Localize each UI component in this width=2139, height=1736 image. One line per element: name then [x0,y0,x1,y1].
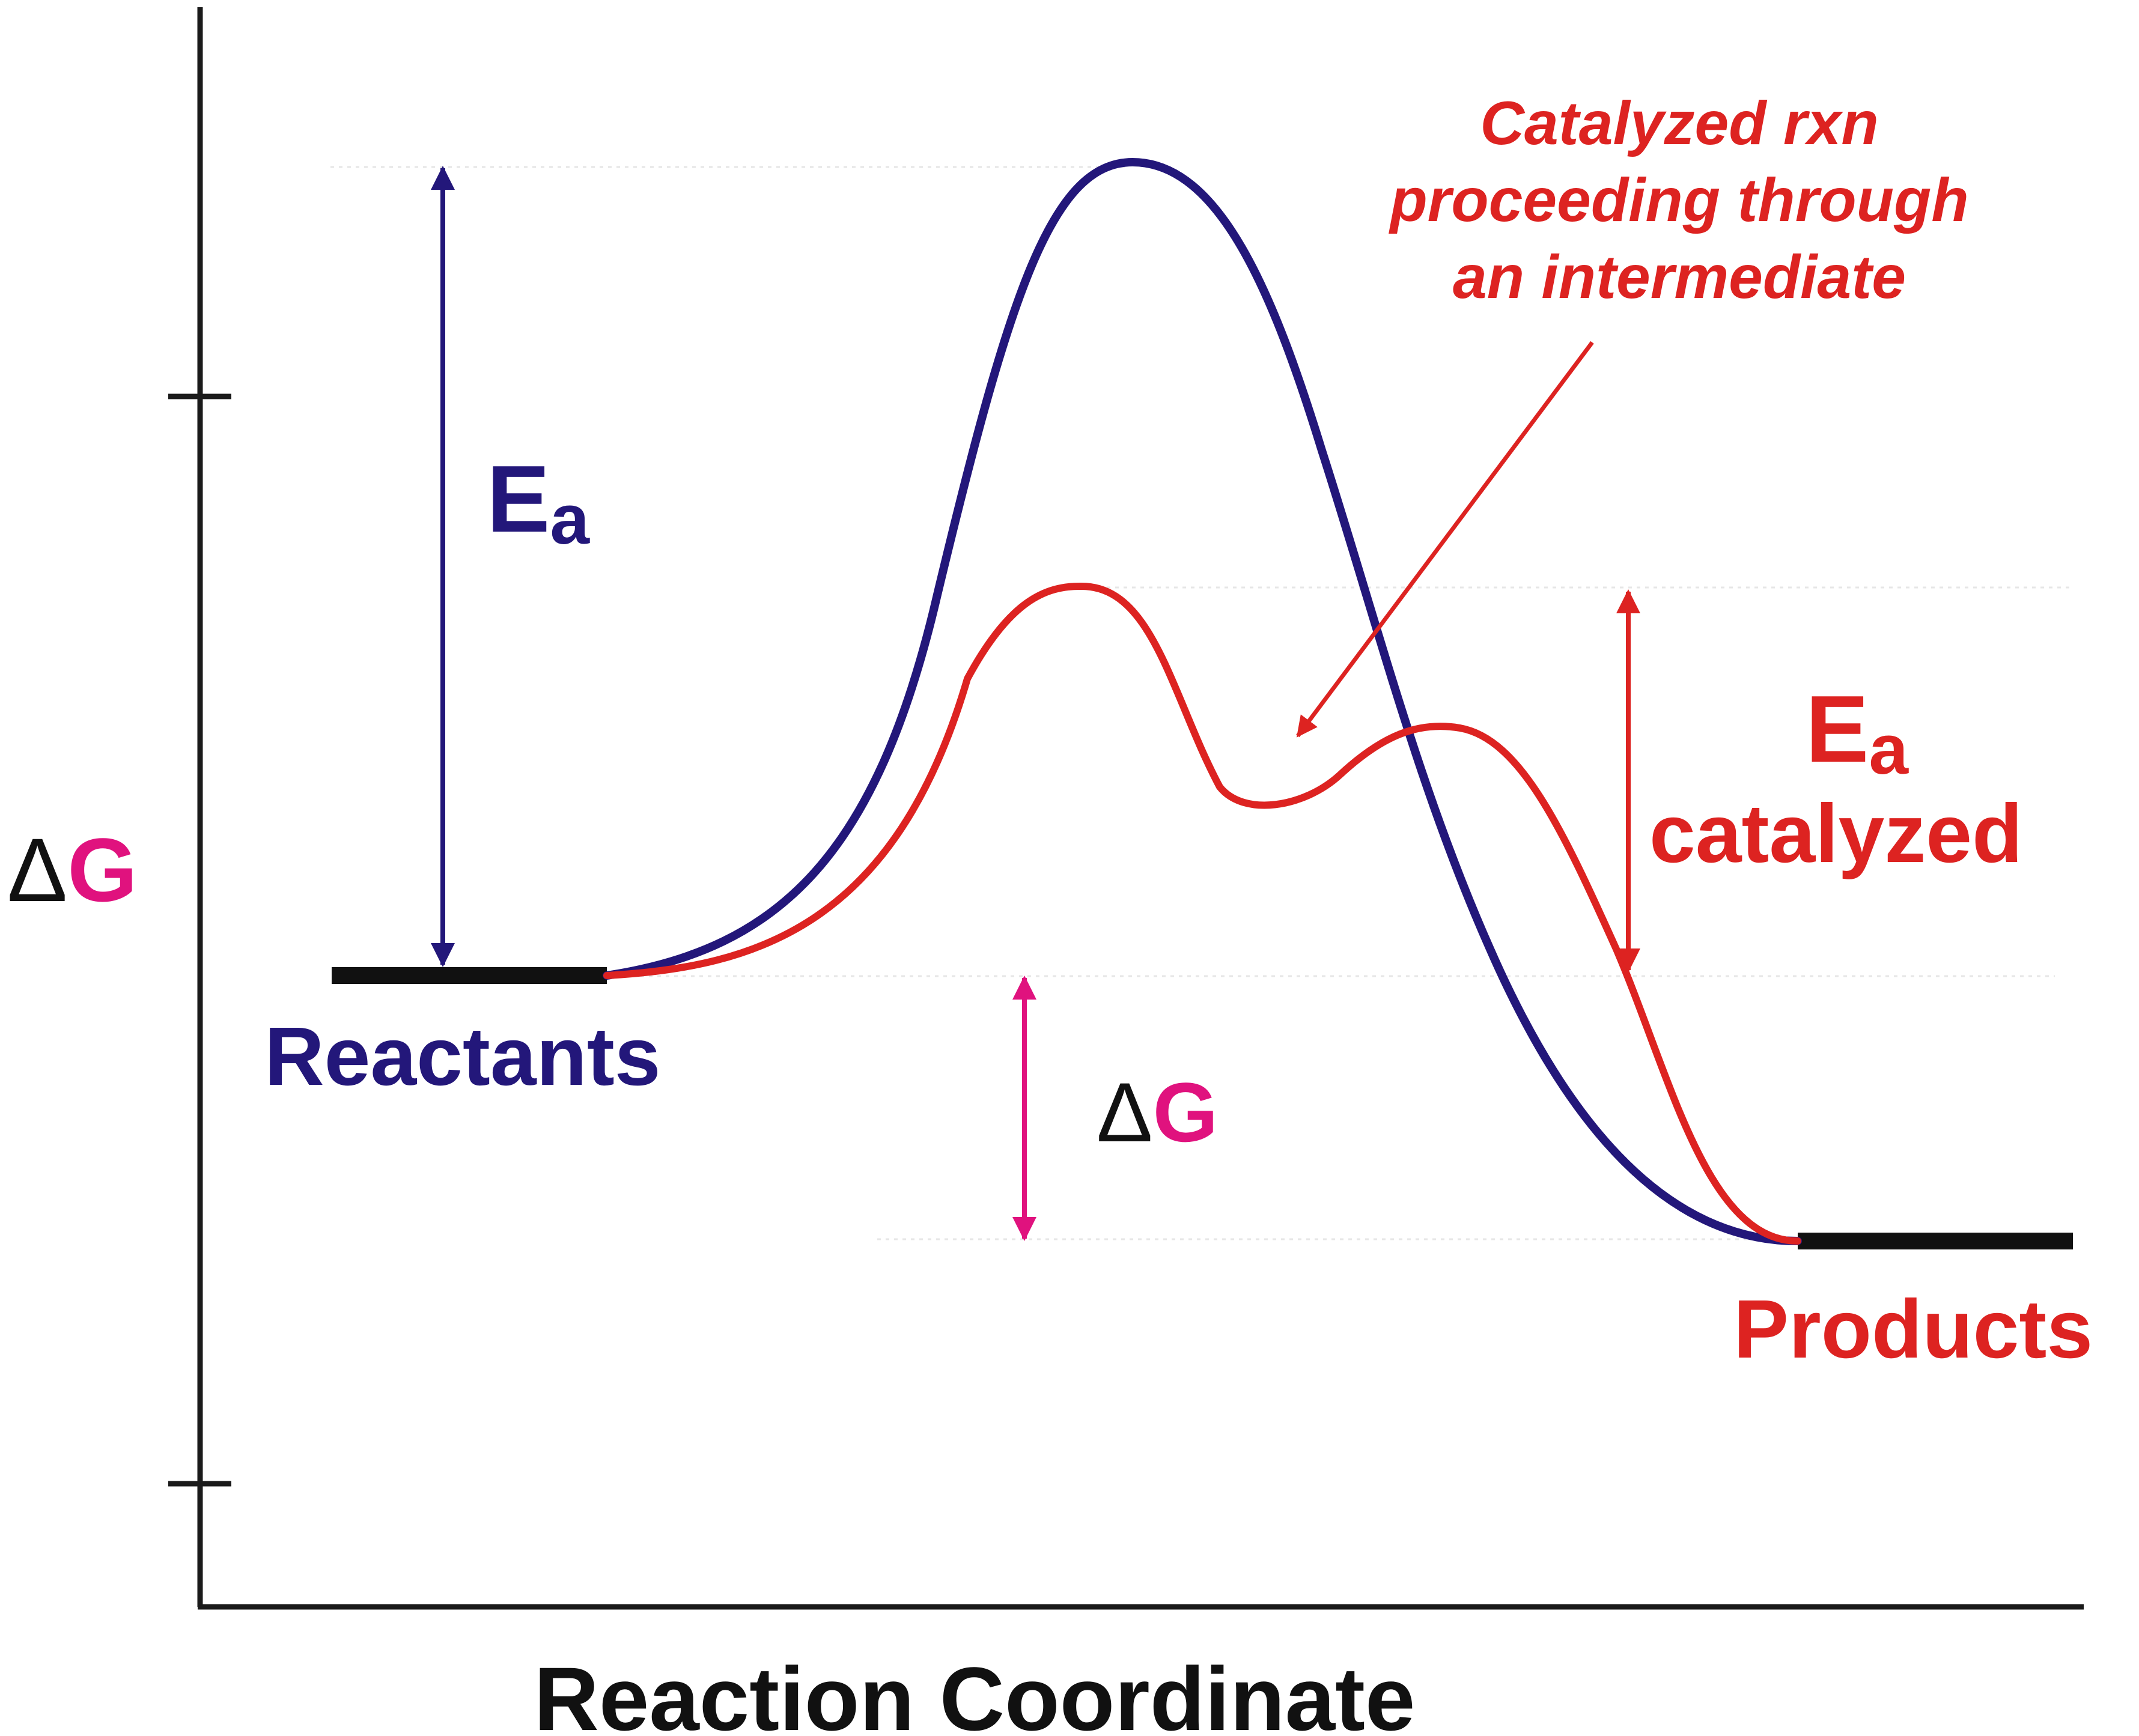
axes [168,7,2084,1610]
annotation-line-3: an intermediate [1453,243,1906,311]
annotation-line-2: proceeding through [1388,166,1968,234]
uncatalyzed-curve [603,158,1802,1245]
reactants-label: Reactants [264,1010,661,1103]
ea-catalyzed-sub: a [1869,710,1909,789]
delta-g-symbol: Δ [1097,1065,1153,1159]
annotation: Catalyzed rxn proceeding through an inte… [1388,89,1968,311]
y-axis-delta: Δ [7,819,67,920]
products-label: Products [1733,1283,2093,1376]
x-axis-label: Reaction Coordinate [534,1648,1416,1736]
ea-catalyzed-word: catalyzed [1649,788,2022,880]
ea-label: Ea [487,446,590,559]
intermediate-pointer-arrow [1296,341,1594,738]
ea-catalyzed-e: E [1806,676,1869,782]
ea-label-sub: a [550,480,590,559]
y-axis-g: G [67,819,138,920]
ea-catalyzed-label: Ea [1806,676,1909,789]
y-axis-label: ΔG [7,819,138,920]
annotation-line-1: Catalyzed rxn [1480,89,1878,157]
delta-g-letter: G [1153,1065,1219,1159]
delta-g-label: ΔG [1097,1065,1218,1159]
ea-label-e: E [487,446,550,552]
